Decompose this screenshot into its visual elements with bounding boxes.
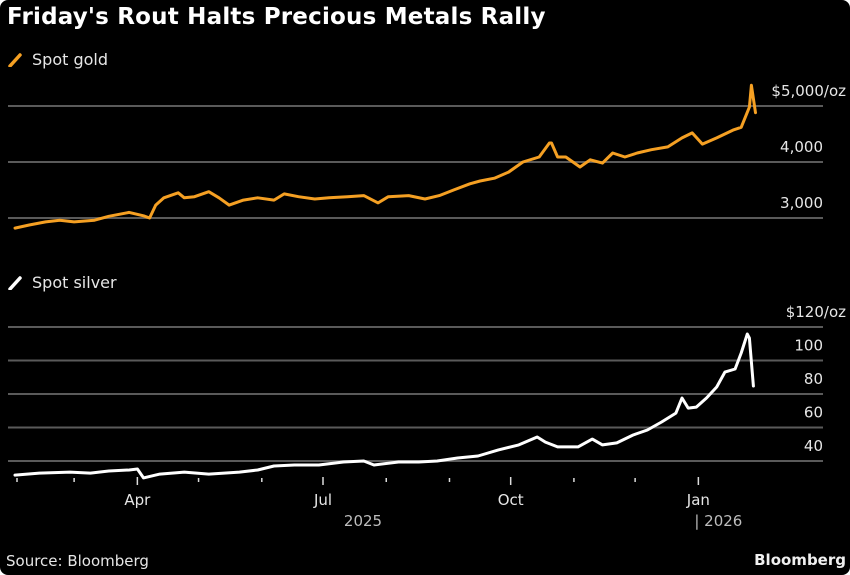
chart-title: Friday's Rout Halts Precious Metals Rall… [7,4,546,30]
legend-gold-label: Spot gold [32,50,109,69]
x-axis-ticks [16,477,700,485]
silver-gridlines [8,326,823,462]
x-tick-label: Jan [686,491,710,509]
y-tick-label: $5,000/oz [771,82,846,100]
y-tick-label: 60 [804,404,823,422]
y-tick-label: 80 [804,370,823,388]
y-tick-label: 100 [794,337,823,355]
silver-series-line [13,332,755,480]
x-tick-label: Jul [313,491,332,509]
y-tick-label: 40 [804,437,823,455]
silver-y-axis-labels: 40 60 80 100 $120/oz [786,303,846,455]
y-tick-label: 3,000 [780,194,823,212]
x-year-label: | 2026 [694,512,742,530]
x-year-label: 2025 [344,512,382,530]
gold-y-axis-labels: 3,000 4,000 $5,000/oz [771,82,846,212]
gold-series-line [13,83,757,230]
legend-gold: Spot gold [8,50,108,69]
gold-gridlines [8,105,823,219]
silver-line-swatch-icon [8,275,22,290]
source-note: Source: Bloomberg [6,552,149,570]
gold-line-swatch-icon [8,52,22,67]
x-tick-label: Apr [124,491,151,509]
x-tick-label: Oct [498,491,524,509]
legend-silver-label: Spot silver [32,273,117,292]
y-tick-label: 4,000 [780,138,823,156]
y-tick-label: $120/oz [786,303,846,321]
x-axis-labels: Apr Jul Oct Jan 2025 | 2026 [124,491,742,530]
bloomberg-logo: Bloomberg [754,551,846,569]
legend-silver: Spot silver [8,273,117,292]
